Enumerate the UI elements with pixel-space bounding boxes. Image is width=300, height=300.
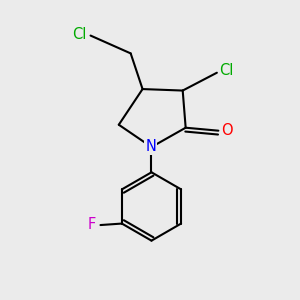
Text: O: O	[221, 123, 232, 138]
Text: F: F	[88, 217, 96, 232]
Text: Cl: Cl	[219, 63, 234, 78]
Text: N: N	[145, 139, 156, 154]
Text: Cl: Cl	[72, 27, 86, 42]
